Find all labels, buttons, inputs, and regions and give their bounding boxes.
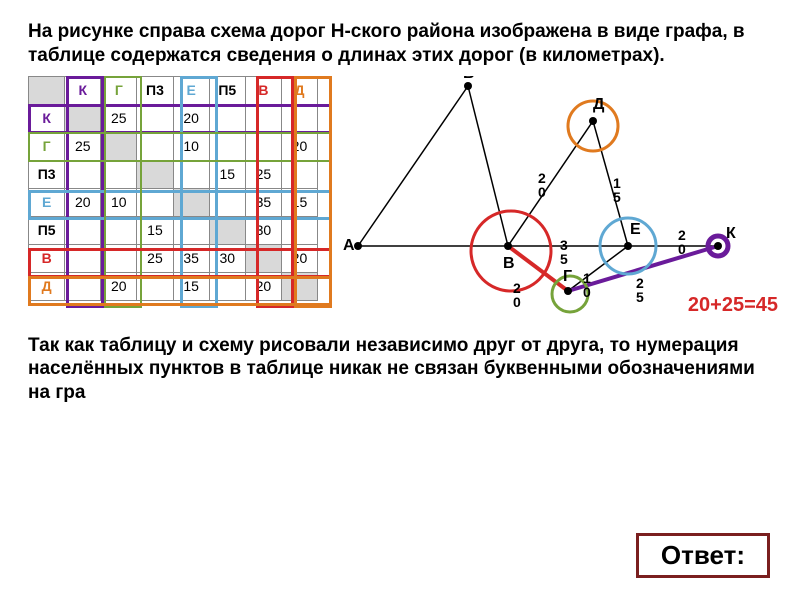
answer-box: Ответ: [636, 533, 770, 578]
row-header: П3 [29, 160, 65, 188]
road-graph: А Б В Г Д Е К [338, 76, 748, 326]
conclusion-text: Так как таблицу и схему рисовали независ… [28, 334, 772, 405]
svg-text:Г: Г [563, 268, 572, 285]
calculation-text: 20+25=45 [688, 294, 778, 317]
col-header: П3 [137, 76, 173, 104]
svg-text:Д: Д [593, 96, 605, 113]
svg-text:Б: Б [463, 76, 475, 82]
table-highlight [28, 276, 332, 306]
row-header: П5 [29, 216, 65, 244]
edge-weight: 25 [636, 276, 644, 304]
edge-weight: 10 [583, 271, 591, 299]
svg-text:А: А [343, 237, 355, 254]
svg-text:Е: Е [630, 221, 641, 238]
table-highlight [28, 248, 332, 278]
edge-weight: 20 [513, 281, 521, 309]
edge-weight: 35 [560, 238, 568, 266]
svg-text:К: К [726, 225, 736, 242]
distance-table-container: КГП3ЕП5ВДК2520Г251020П31525Е20103515П515… [28, 76, 318, 326]
graph-container: АБВГДЕК 20153520201025 20+25=45 [338, 76, 772, 326]
edge-weight: 15 [613, 176, 621, 204]
task-text: На рисунке справа схема дорог Н-ского ра… [28, 20, 772, 68]
content-row: КГП3ЕП5ВДК2520Г251020П31525Е20103515П515… [28, 76, 772, 326]
cell: 15 [137, 216, 173, 244]
edge-weight: 20 [678, 228, 686, 256]
table-highlight [294, 76, 332, 308]
cell [137, 160, 173, 188]
edge-weight: 20 [538, 171, 546, 199]
svg-text:В: В [503, 255, 515, 272]
